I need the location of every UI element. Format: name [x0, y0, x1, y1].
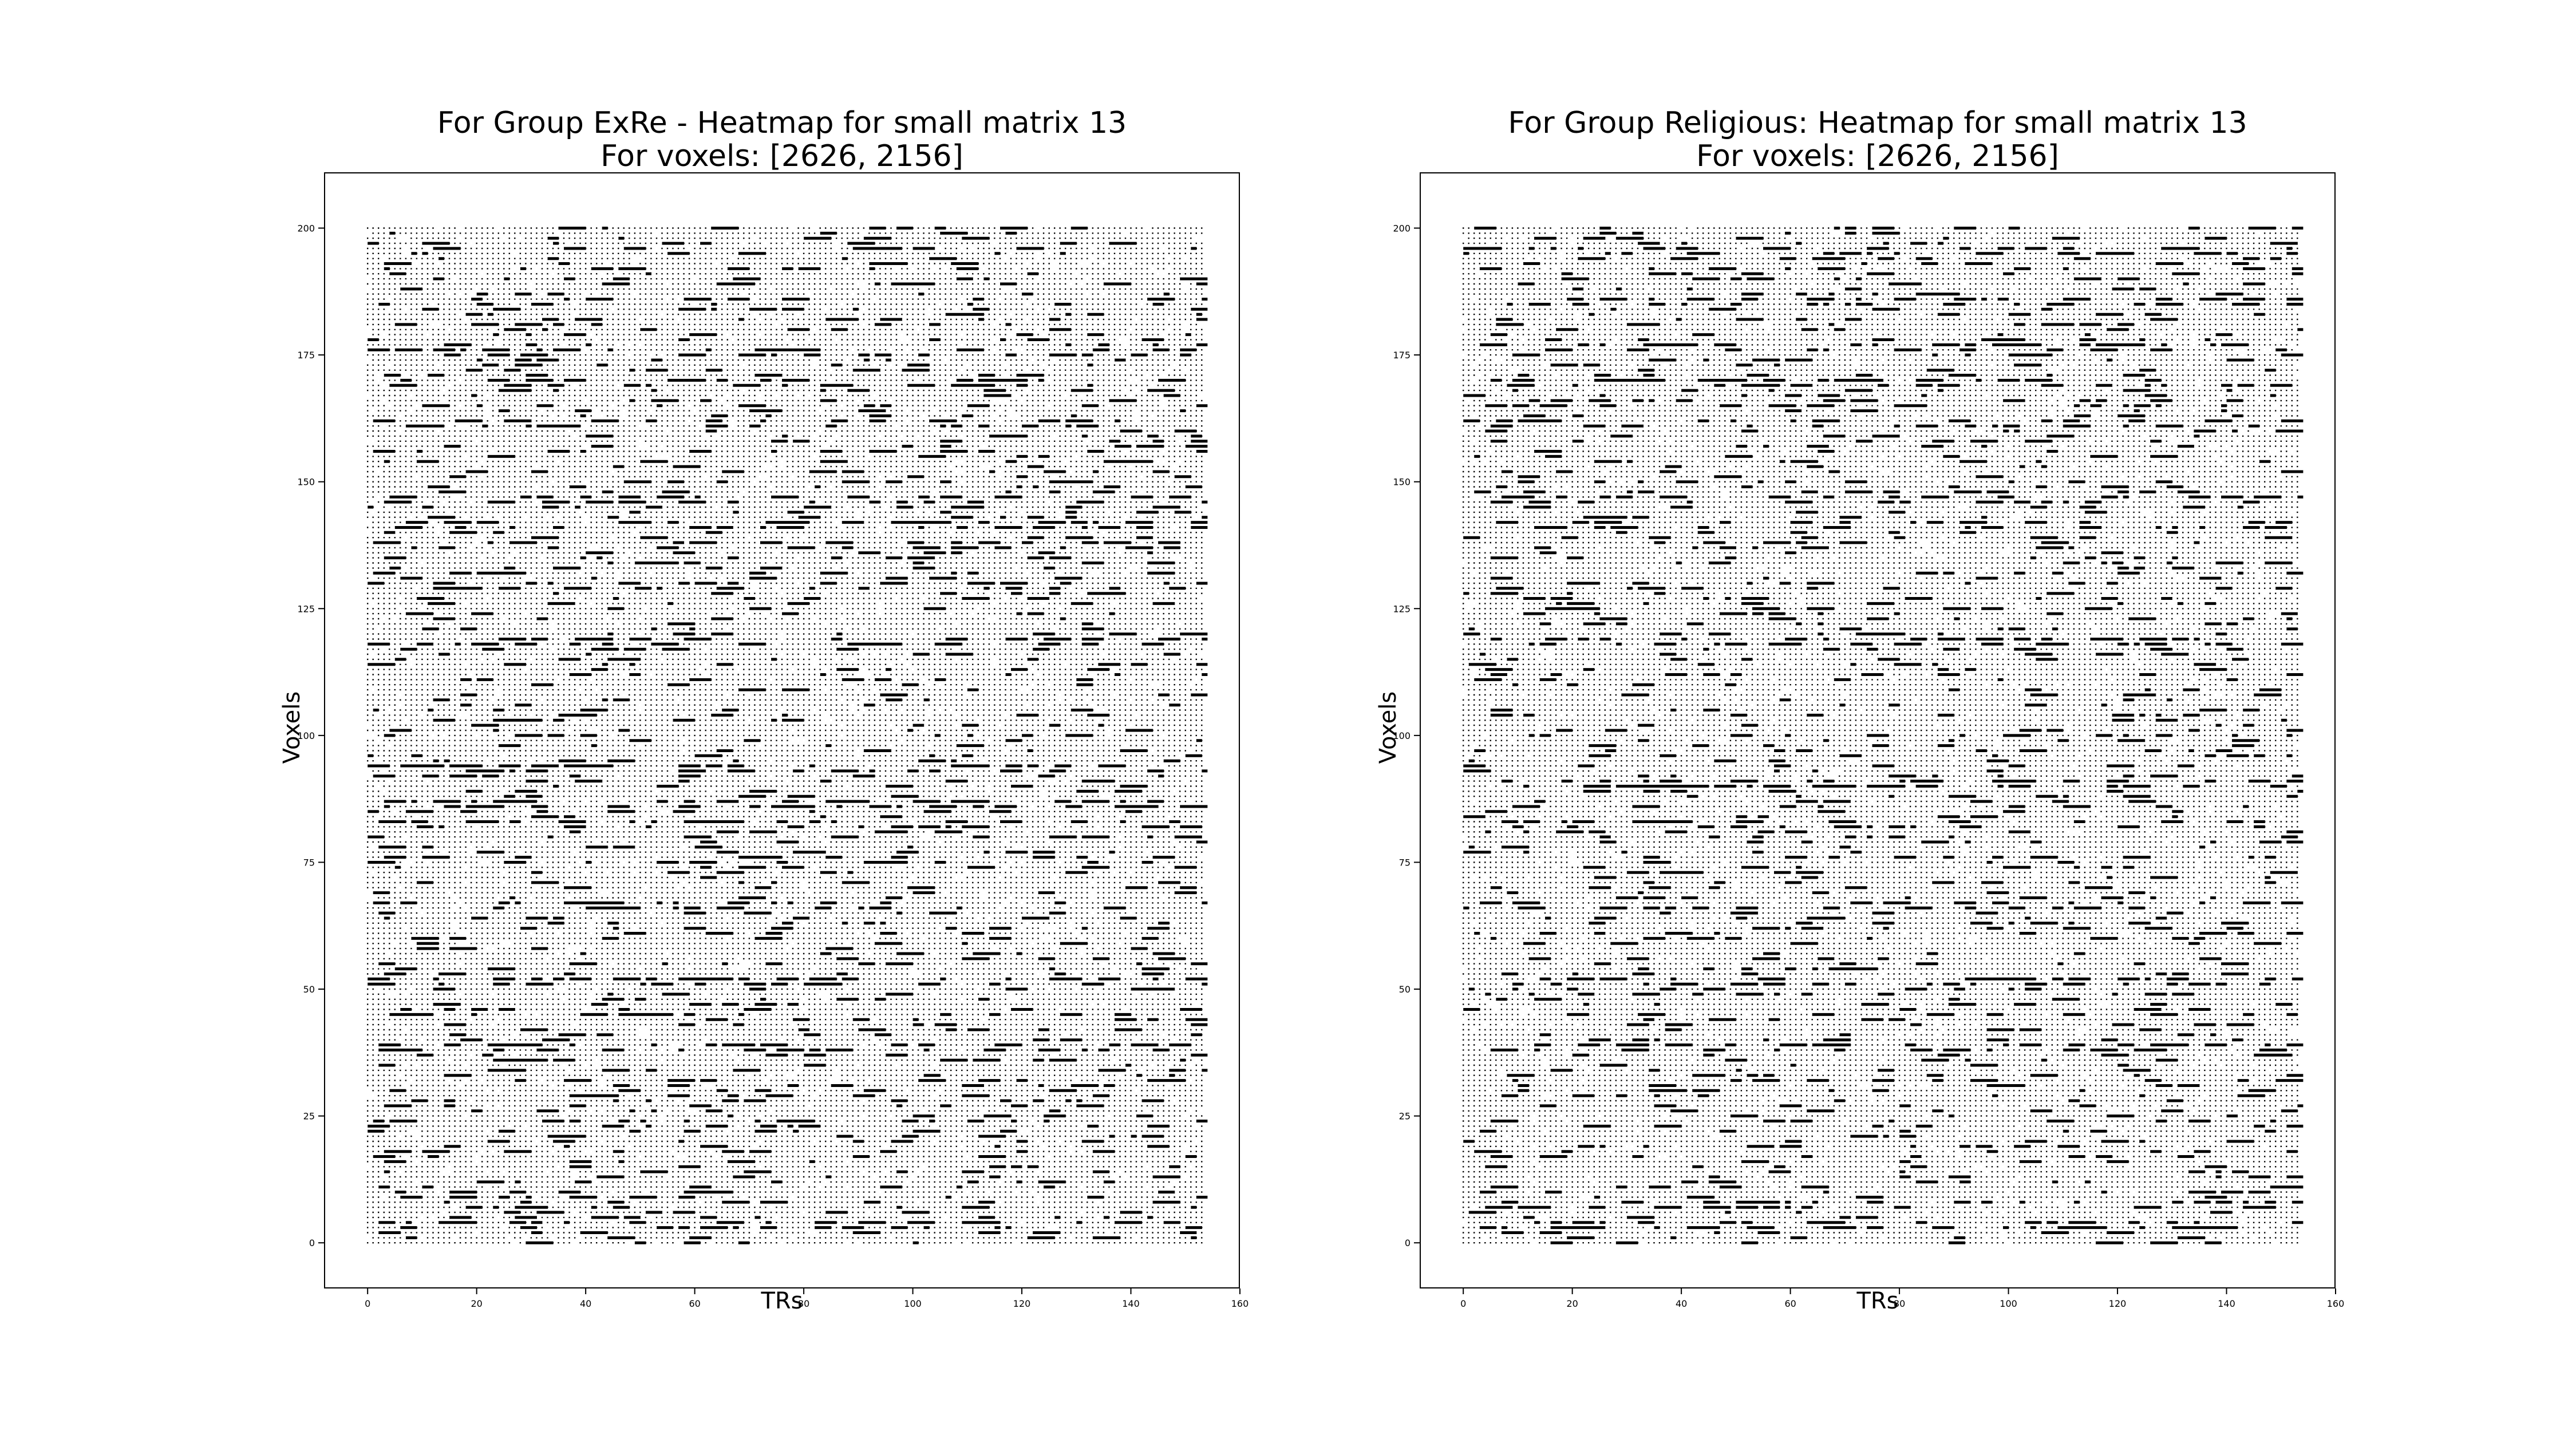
y-tick-label: 100	[1393, 730, 1411, 741]
x-tick-label: 160	[2327, 1298, 2345, 1309]
x-tick-label: 0	[1460, 1298, 1466, 1309]
x-tick-label: 100	[2000, 1298, 2017, 1309]
x-tick-label: 160	[1231, 1298, 1249, 1309]
x-tick-label: 140	[1122, 1298, 1140, 1309]
x-tick-label: 60	[689, 1298, 700, 1309]
heat-cell-marks	[367, 227, 1208, 1244]
y-tick-label: 75	[1399, 857, 1411, 868]
left-title-line2: For voxels: [2626, 2156]	[600, 139, 963, 173]
y-tick-label: 175	[1393, 350, 1411, 361]
y-tick-label: 25	[1399, 1111, 1411, 1122]
x-tick-label: 20	[1566, 1298, 1578, 1309]
heat-cells	[1463, 227, 2304, 1244]
x-tick-label: 40	[580, 1298, 591, 1309]
left-title: For Group ExRe - Heatmap for small matri…	[324, 106, 1240, 173]
y-tick-label: 25	[303, 1111, 315, 1122]
y-tick-label: 75	[303, 857, 315, 868]
x-tick-label: 120	[2109, 1298, 2127, 1309]
y-tick-label: 175	[297, 350, 315, 361]
heat-cell-marks	[1463, 227, 2304, 1244]
right-title: For Group Religious: Heatmap for small m…	[1420, 106, 2336, 173]
left-heatmap: 0 20 40 60 80 100 120 140 160 0 25 50 75 100 125 150 175…	[297, 172, 1249, 1309]
left-ylabel: Voxels	[279, 691, 305, 764]
x-tick-label: 60	[1784, 1298, 1796, 1309]
y-tick-label: 200	[297, 223, 315, 234]
x-tick-label: 80	[1894, 1298, 1905, 1309]
y-tick-label: 50	[303, 984, 315, 995]
y-tick-label: 0	[309, 1238, 315, 1248]
x-tick-label: 120	[1013, 1298, 1031, 1309]
y-tick-label: 125	[1393, 603, 1411, 614]
y-tick-label: 200	[1393, 223, 1411, 234]
x-tick-label: 140	[2218, 1298, 2235, 1309]
right-title-line1: For Group Religious: Heatmap for small m…	[1508, 106, 2247, 140]
x-tick-label: 100	[904, 1298, 922, 1309]
y-tick-label: 125	[297, 603, 315, 614]
x-tick-label: 80	[798, 1298, 809, 1309]
y-tick-label: 50	[1399, 984, 1411, 995]
right-title-line2: For voxels: [2626, 2156]	[1696, 139, 2059, 173]
right-heatmap: 0 20 40 60 80 100 120 140 160 0 25 50 75 100 125 150 175…	[1393, 172, 2344, 1309]
x-tick-label: 40	[1676, 1298, 1687, 1309]
heat-cells	[367, 227, 1208, 1244]
y-tick-label: 0	[1405, 1238, 1411, 1248]
left-xlabel: TRs	[761, 1288, 803, 1314]
right-ylabel: Voxels	[1375, 691, 1401, 764]
y-tick-label: 150	[297, 477, 315, 488]
right-xlabel: TRs	[1856, 1288, 1899, 1314]
left-title-line1: For Group ExRe - Heatmap for small matri…	[437, 106, 1127, 140]
y-tick-label: 150	[1393, 477, 1411, 488]
x-tick-label: 20	[471, 1298, 482, 1309]
x-tick-label: 0	[365, 1298, 370, 1309]
y-tick-label: 100	[297, 730, 315, 741]
